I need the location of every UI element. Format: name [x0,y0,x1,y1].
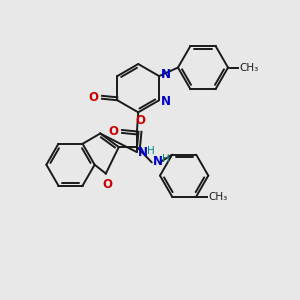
Text: CH₃: CH₃ [208,191,227,202]
Text: H: H [147,146,155,156]
Text: N: N [138,146,148,159]
Text: O: O [102,178,112,191]
Text: CH₃: CH₃ [240,63,259,73]
Text: N: N [161,95,171,108]
Text: N: N [153,155,163,168]
Text: N: N [161,68,171,81]
Text: H: H [162,154,170,164]
Text: O: O [135,114,145,127]
Text: O: O [88,91,98,104]
Text: O: O [109,125,118,138]
